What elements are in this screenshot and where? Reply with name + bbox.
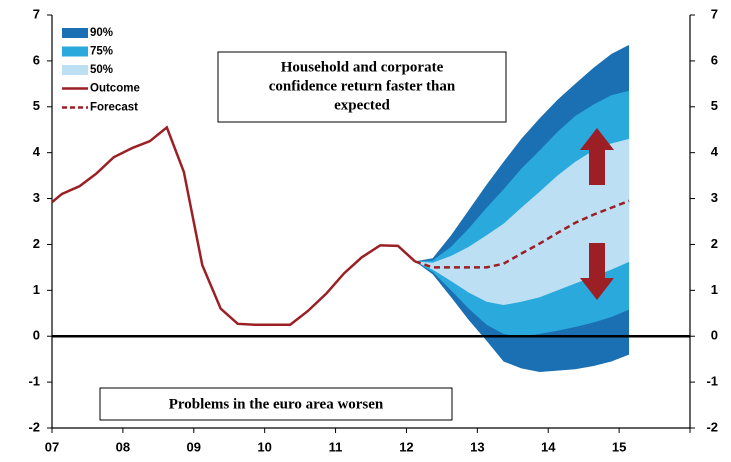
y2-tick-label: 0	[711, 328, 718, 343]
y2-tick-label: -2	[706, 419, 718, 434]
x-tick-label: 13	[470, 439, 484, 454]
up-arrow	[580, 128, 614, 185]
y2-tick-label: 2	[711, 236, 718, 251]
y2-tick-label: 5	[711, 98, 718, 113]
y-tick-label: 5	[33, 98, 40, 113]
annotation-box	[99, 387, 453, 421]
y2-tick-label: 6	[711, 52, 718, 67]
legend-label: 50%	[90, 64, 113, 76]
x-tick-label: 12	[399, 439, 413, 454]
x-tick-label: 11	[329, 439, 343, 454]
legend-swatch	[62, 46, 88, 57]
annotation: Problems in the euro area worsen	[169, 396, 384, 412]
arrows	[580, 128, 614, 300]
legend-label: 90%	[90, 27, 113, 39]
y-tick-label: -1	[28, 374, 40, 389]
y-tick-label: 1	[33, 282, 40, 297]
legend-swatch	[62, 28, 88, 38]
y2-tick-label: 7	[711, 6, 718, 21]
x-tick-label: 15	[612, 439, 626, 454]
annotation: confidence return faster than	[269, 78, 456, 94]
y2-tick-label: 1	[711, 282, 718, 297]
x-tick-label: 07	[45, 439, 59, 454]
y-tick-label: -2	[28, 419, 40, 434]
annotation-box	[217, 51, 507, 123]
y-tick-label: 2	[33, 236, 40, 251]
y-tick-label: 0	[33, 328, 40, 343]
legend-label: Outcome	[90, 83, 140, 95]
y-tick-label: 3	[33, 190, 40, 205]
x-tick-label: 09	[187, 439, 201, 454]
legend-label: 75%	[90, 46, 113, 58]
y2-tick-label: 3	[711, 190, 718, 205]
y2-tick-label: -1	[706, 374, 718, 389]
y-tick-label: 6	[33, 52, 40, 67]
y-tick-label: 4	[33, 144, 41, 159]
x-tick-label: 14	[541, 439, 556, 454]
y2-tick-label: 4	[711, 144, 719, 159]
line-series	[414, 199, 630, 269]
legend: 90% 75% 50% Outcome Forecast	[62, 27, 140, 114]
y-tick-label: 7	[33, 6, 40, 21]
line-series	[51, 125, 416, 326]
fan-band	[414, 138, 630, 306]
x-tick-label: 10	[257, 439, 271, 454]
legend-label: Forecast	[90, 102, 138, 114]
annotation: expected	[334, 97, 390, 113]
legend-swatch	[62, 65, 88, 75]
annotation: Household and corporate	[281, 59, 444, 75]
down-arrow	[580, 243, 614, 300]
x-tick-label: 08	[116, 439, 130, 454]
